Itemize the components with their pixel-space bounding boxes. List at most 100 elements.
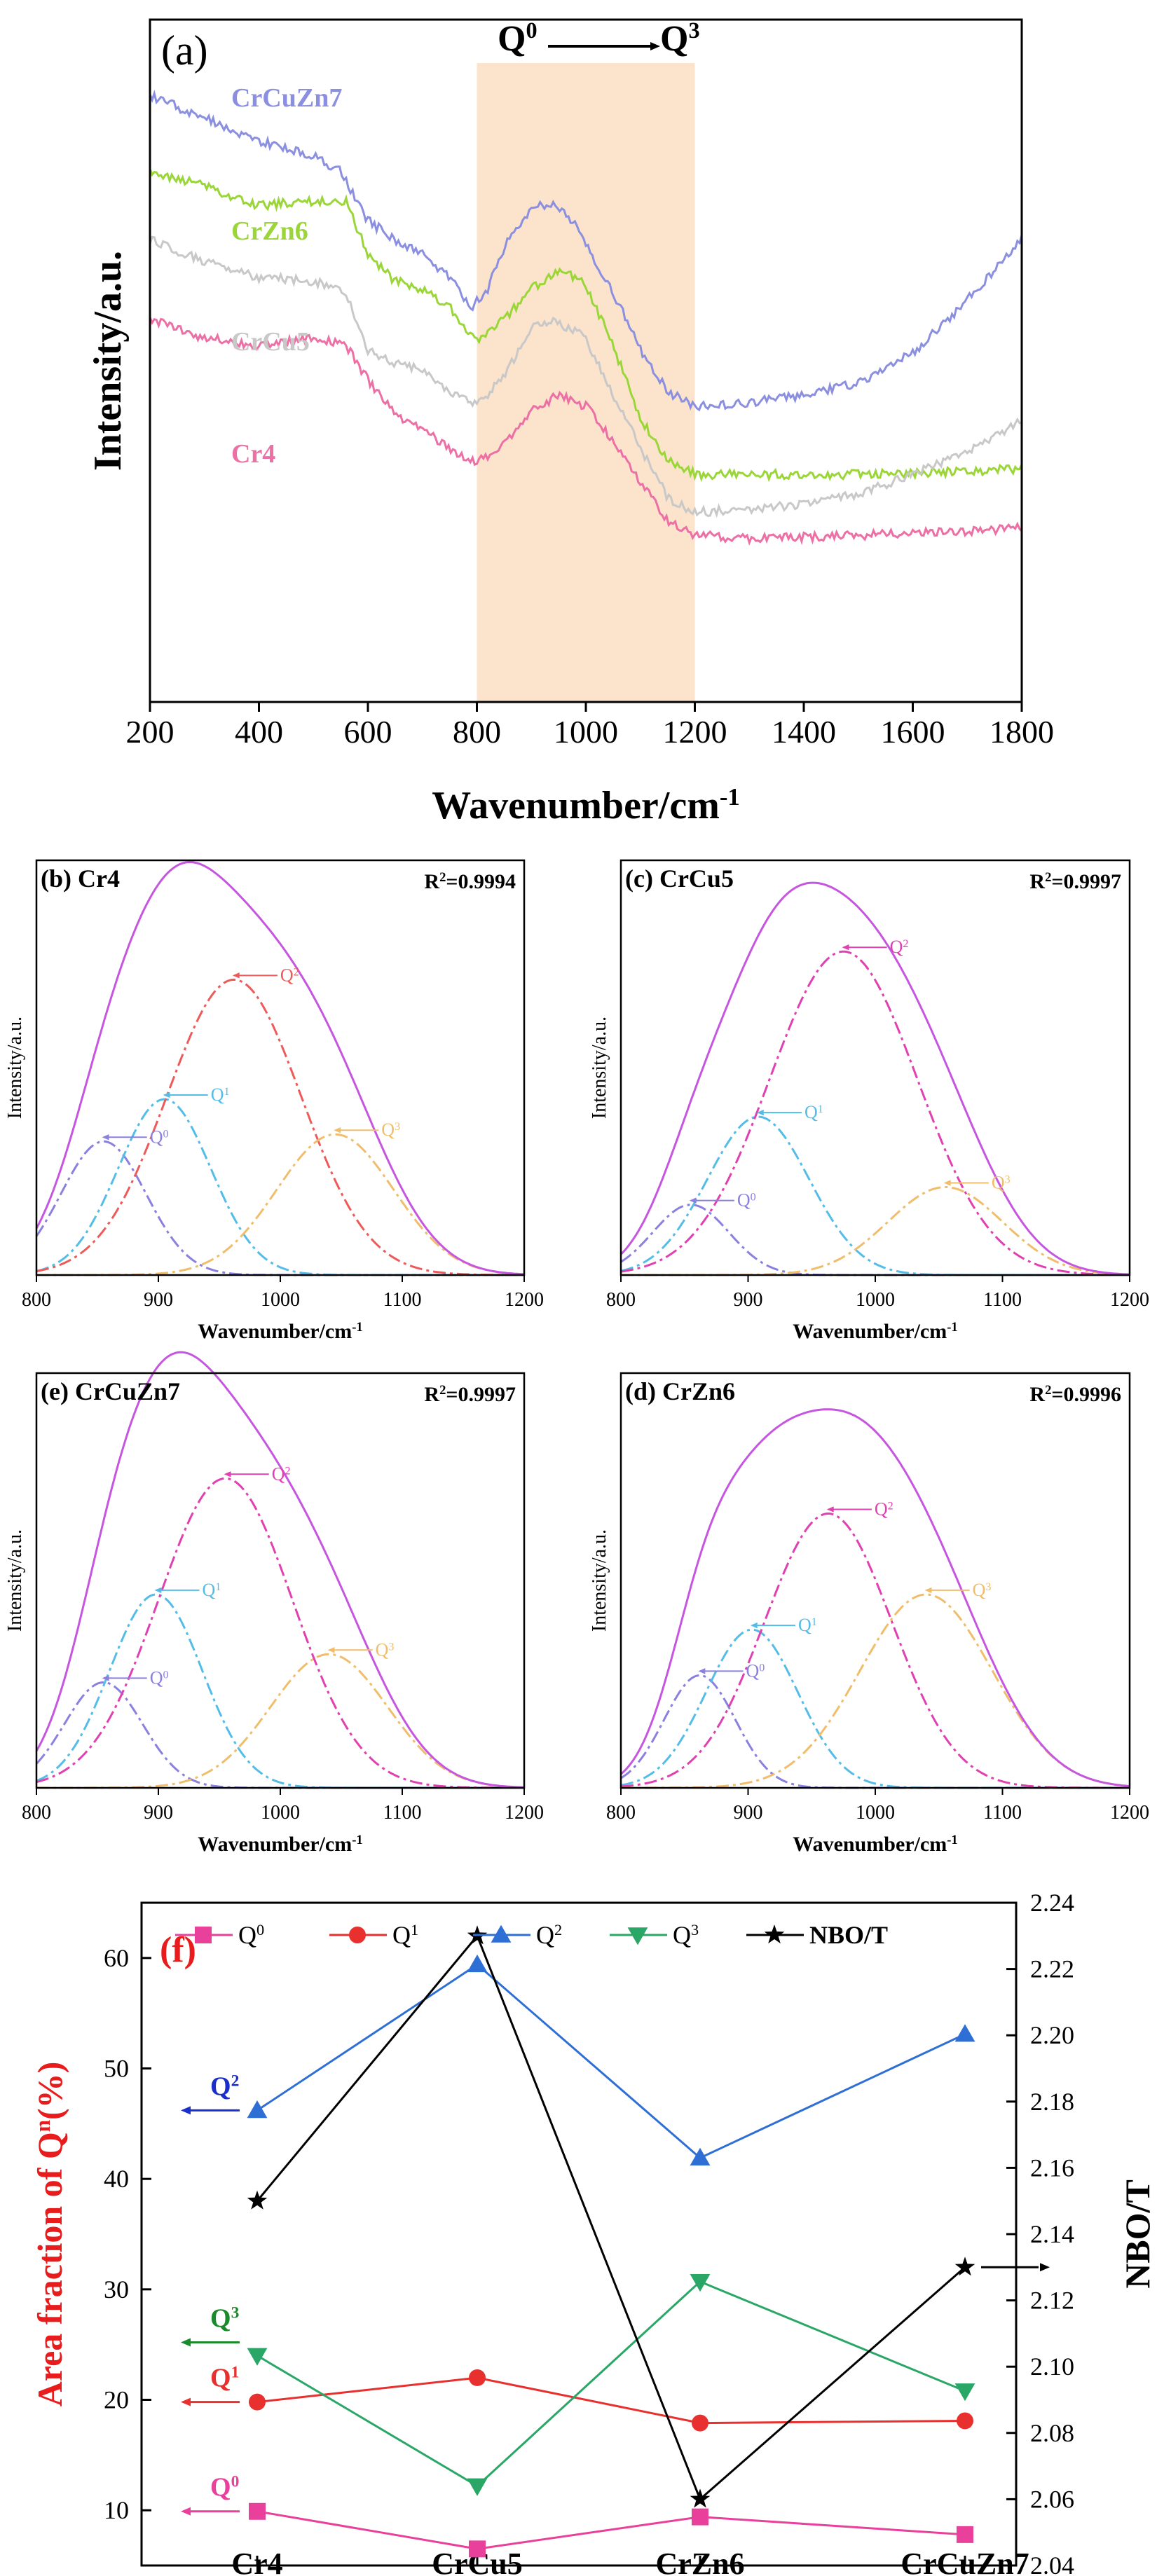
component-label-Q3-sup: 3	[395, 1121, 400, 1133]
component-pointer-head	[943, 1180, 951, 1186]
annotation-label-Q3: Q3	[210, 2304, 239, 2334]
component-label-Q2-sup: 2	[294, 966, 299, 978]
component-curve-Q0	[620, 1674, 1130, 1789]
component-label-Q1: Q1	[804, 1102, 823, 1122]
y-left-tick-label: 20	[104, 2386, 129, 2414]
panel-label: (b) Cr4	[41, 865, 120, 893]
x-axis-label-sup: -1	[352, 1320, 363, 1335]
x-tick-label: 1200	[1110, 1802, 1149, 1824]
component-curve-Q2	[36, 1477, 524, 1789]
component-pointer-head	[224, 1471, 231, 1478]
component-curve-Q3	[36, 1653, 525, 1789]
x-tick-label: 900	[144, 1802, 173, 1824]
annotation-arrow-head	[181, 2106, 191, 2115]
spectrum-line-CrZn6	[149, 168, 1023, 483]
x-tick-label: 400	[235, 714, 283, 750]
x-tick-label: 1000	[856, 1289, 895, 1311]
component-curve-Q3	[621, 1593, 1130, 1789]
x-tick-label: 1200	[1110, 1289, 1149, 1311]
component-label-Q3-sup: 3	[985, 1580, 991, 1592]
y-right-tick-label: 2.12	[1030, 2287, 1074, 2315]
fitted-envelope	[35, 1351, 525, 1789]
panel-f: 1020304050602.042.062.082.102.122.142.16…	[30, 1889, 1158, 2576]
y-left-tick-label: 30	[104, 2275, 129, 2303]
data-point-Q2	[954, 2024, 975, 2042]
x-tick-label: 200	[126, 714, 174, 750]
r-squared-sup: 2	[1045, 870, 1051, 885]
x-tick-label: 800	[606, 1802, 636, 1824]
x-axis-label-sup: -1	[947, 1320, 958, 1335]
series-line-Q1	[256, 2376, 966, 2425]
x-tick-label: 1000	[261, 1802, 300, 1824]
annotation-label-Q1: Q1	[210, 2364, 239, 2393]
x-tick-label-Cr4: Cr4	[231, 2547, 282, 2576]
annotation-label-Q0: Q0	[210, 2473, 239, 2502]
panel-label: (c) CrCu5	[625, 865, 734, 893]
annotation-arrow-head	[181, 2338, 191, 2347]
r-squared: R2=0.9996	[1029, 1383, 1121, 1407]
legend-label-Q3-sup: 3	[691, 1921, 699, 1938]
component-pointer-head	[698, 1668, 706, 1674]
annotation-label-Q1-sup: 1	[231, 2364, 240, 2382]
legend-label-NBO/T: NBO/T	[809, 1921, 888, 1949]
data-point-Q0	[957, 2526, 973, 2543]
component-label-Q0: Q0	[150, 1127, 169, 1147]
component-label-Q3: Q3	[381, 1120, 400, 1140]
annotation-label-Q3-sup: 3	[231, 2304, 240, 2322]
spectrum-line-CrCu5	[149, 235, 1022, 518]
x-tick-label-CrCuZn7: CrCuZn7	[901, 2547, 1029, 2576]
x-axis-label: Wavenumber/cm-1	[793, 1833, 957, 1857]
x-tick-label: 1400	[772, 714, 836, 750]
y-axis-label: Intensity/a.u.	[86, 251, 130, 471]
x-tick-label: 900	[144, 1289, 173, 1311]
panel-label: (f)	[160, 1930, 196, 1970]
legend-swatch-marker	[195, 1927, 212, 1943]
x-axis-label: Wavenumber/cm-1	[198, 1833, 362, 1857]
fitted-envelope	[619, 1408, 1130, 1788]
component-curve-Q2	[620, 1513, 1130, 1789]
panel-d: Q0 Q1 Q2 Q3 800 900 1000 1100 1200 (d) CrZn6 R2=0.…	[589, 1372, 1149, 1857]
x-tick-label: 800	[22, 1289, 51, 1311]
legend-label-Q1-sup: 1	[411, 1921, 418, 1938]
x-axis-label: Wavenumber/cm-1	[793, 1320, 957, 1344]
component-label-Q0-sup: 0	[163, 1128, 168, 1140]
x-tick-label: 800	[453, 714, 501, 750]
data-point-Q3	[467, 2478, 488, 2496]
data-point-Q1	[692, 2414, 708, 2432]
data-point-Q2	[690, 2147, 711, 2166]
y-right-tick-label: 2.04	[1030, 2551, 1074, 2576]
series-line-NBO/T	[256, 1934, 966, 2501]
component-label-Q2: Q2	[875, 1499, 893, 1519]
data-point-NBO/T	[954, 2257, 975, 2276]
x-axis-label-sup: -1	[352, 1833, 363, 1847]
data-point-Q1	[249, 2393, 266, 2411]
y-right-tick-label: 2.06	[1030, 2485, 1074, 2513]
x-tick-label: 1600	[881, 714, 945, 750]
component-label-Q1-sup: 1	[215, 1580, 221, 1592]
component-label-Q3: Q3	[376, 1639, 395, 1660]
r-squared-suffix: =0.9997	[446, 1383, 516, 1406]
y-left-axis-label: Area fraction of Qn(%)	[30, 2062, 70, 2407]
data-point-Q1	[957, 2412, 973, 2430]
y-right-tick-label: 2.22	[1030, 1955, 1074, 1983]
x-tick-label: 1200	[505, 1289, 544, 1311]
x-tick-label-CrZn6: CrZn6	[655, 2547, 744, 2576]
r-squared-suffix: =0.9996	[1051, 1383, 1121, 1406]
legend-swatch-marker	[349, 1927, 366, 1943]
component-pointer-head	[689, 1197, 697, 1204]
q-range-left: Q0	[498, 18, 538, 59]
legend-label-Q2-sup: 2	[554, 1921, 562, 1938]
r-squared: R2=0.9994	[424, 870, 516, 894]
legend-label-Q2: Q2	[536, 1921, 562, 1950]
data-point-Q1	[469, 2369, 486, 2386]
panel-b: Q0 Q1 Q2 Q3 800 900 1000 1100 1200 (b) Cr4 R2=0.99…	[4, 859, 544, 1343]
component-pointer-head	[327, 1647, 335, 1653]
y-left-tick-label: 10	[104, 2496, 129, 2524]
highlight-band	[477, 63, 695, 702]
data-point-Q3	[247, 2348, 268, 2366]
data-point-Q3	[954, 2383, 975, 2402]
y-axis-label: Intensity/a.u.	[589, 1017, 610, 1119]
y-right-tick-label: 2.10	[1030, 2353, 1074, 2381]
y-left-tick-label: 60	[104, 1944, 129, 1972]
